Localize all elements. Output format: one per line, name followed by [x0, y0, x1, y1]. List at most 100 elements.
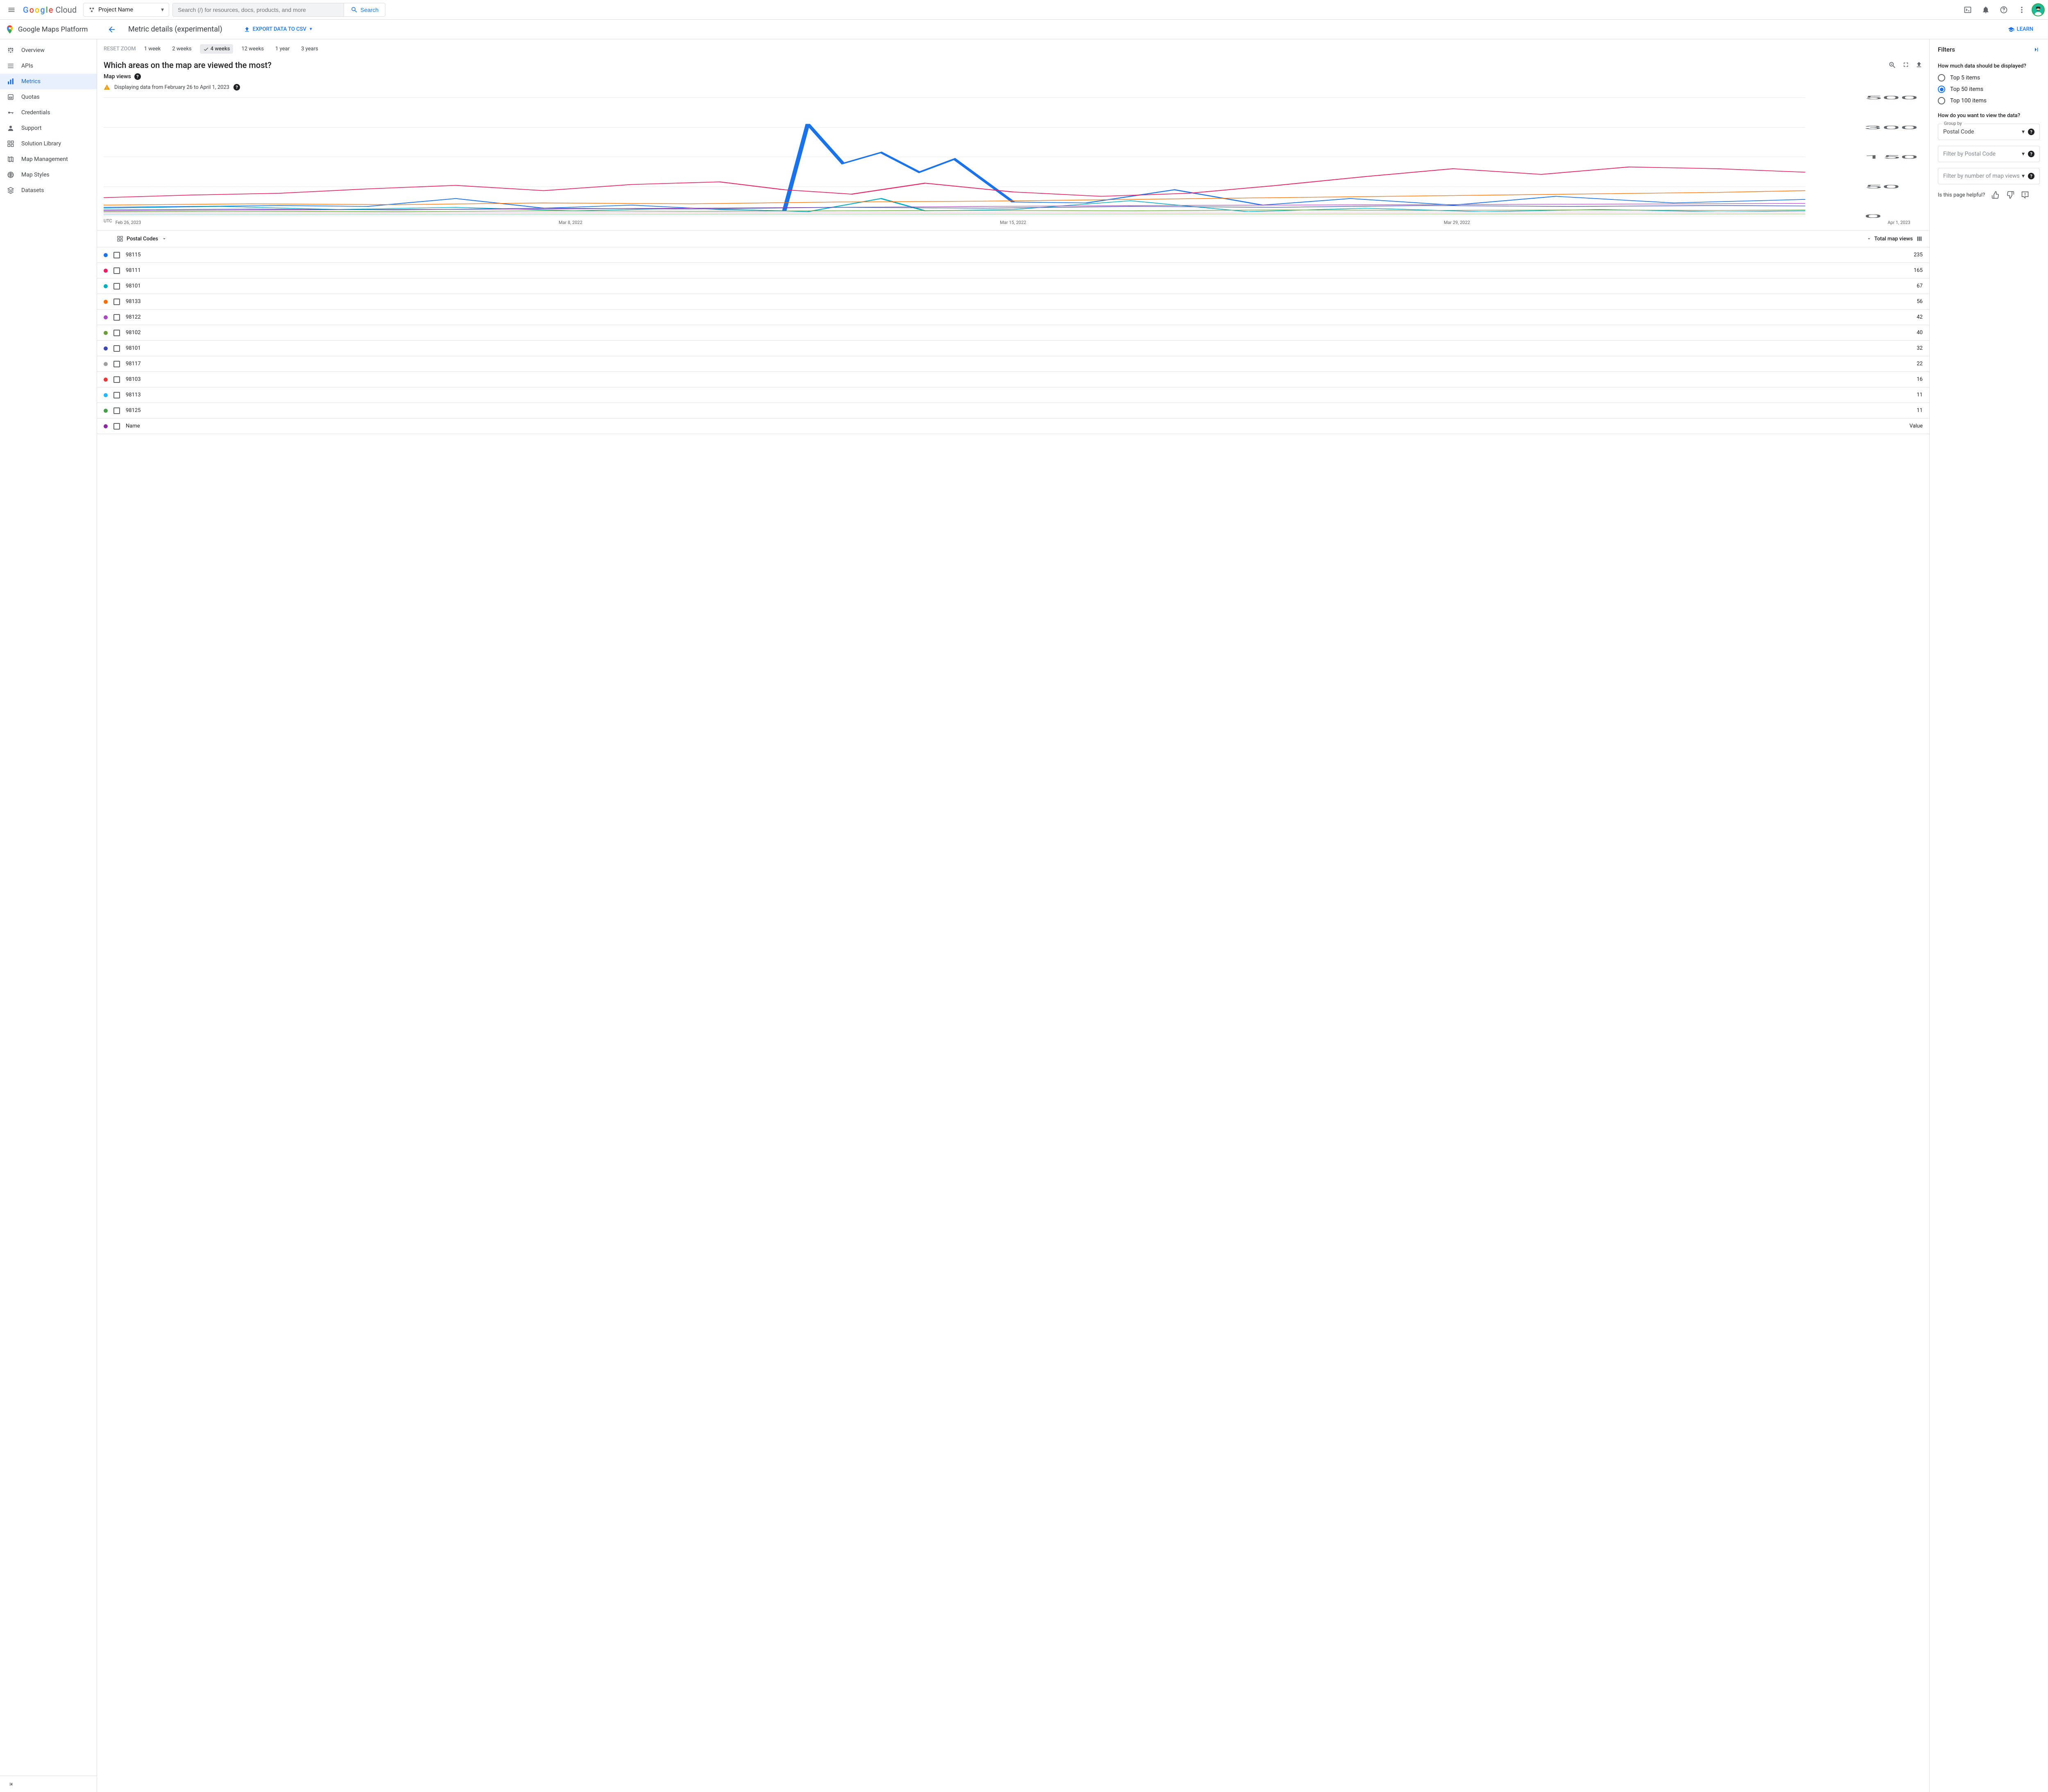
sidebar-item-label: Quotas	[21, 94, 40, 100]
row-checkbox[interactable]	[113, 392, 120, 398]
table-row[interactable]: 98115235	[97, 247, 1929, 263]
table-row[interactable]: 98111165	[97, 263, 1929, 278]
radio-top-5-items[interactable]: Top 5 items	[1938, 74, 2040, 81]
search-icon	[351, 6, 358, 14]
filter2-placeholder: Filter by number of map views	[1943, 173, 2022, 179]
radio-top-100-items[interactable]: Top 100 items	[1938, 97, 2040, 104]
bell-icon	[1982, 6, 1990, 14]
help-button[interactable]	[1996, 2, 2012, 18]
map-views-value: 11	[1898, 407, 1923, 414]
reset-zoom-button[interactable]: RESET ZOOM	[104, 46, 136, 52]
upload-icon[interactable]	[1915, 61, 1923, 68]
search-input[interactable]	[173, 3, 344, 16]
table-row[interactable]: NameValue	[97, 419, 1929, 434]
notifications-button[interactable]	[1978, 2, 1994, 18]
table-row[interactable]: 9812511	[97, 403, 1929, 419]
hamburger-menu[interactable]	[3, 2, 20, 18]
dropdown-icon: ▾	[2022, 173, 2025, 179]
sidebar-item-credentials[interactable]: Credentials	[0, 105, 97, 120]
table-row[interactable]: 9810167	[97, 278, 1929, 294]
sidebar-item-solution-library[interactable]: Solution Library	[0, 136, 97, 152]
graduation-icon	[2008, 26, 2014, 33]
row-checkbox[interactable]	[113, 345, 120, 352]
postal-code: 98103	[126, 376, 1892, 382]
zoom-in-icon[interactable]	[1888, 61, 1896, 69]
fullscreen-icon[interactable]	[1902, 61, 1910, 68]
nav-icon	[7, 78, 15, 85]
filter-map-views-select[interactable]: Filter by number of map views ▾ ?	[1938, 168, 2040, 184]
row-checkbox[interactable]	[113, 330, 120, 336]
sidebar-item-map-management[interactable]: Map Management	[0, 152, 97, 167]
table-row[interactable]: 9813356	[97, 294, 1929, 310]
series-color-dot	[104, 362, 108, 366]
series-color-dot	[104, 393, 108, 397]
total-views-column-header[interactable]: Total map views	[1866, 236, 1913, 242]
user-avatar[interactable]	[2032, 3, 2045, 16]
row-checkbox[interactable]	[113, 376, 120, 383]
nav-icon	[7, 187, 15, 194]
sidebar-item-support[interactable]: Support	[0, 120, 97, 136]
sidebar-item-overview[interactable]: Overview	[0, 43, 97, 58]
cloud-shell-button[interactable]	[1960, 2, 1976, 18]
project-selector[interactable]: Project Name ▾	[83, 3, 169, 17]
range-3-years[interactable]: 3 years	[298, 44, 322, 54]
more-button[interactable]	[2014, 2, 2030, 18]
radio-top-50-items[interactable]: Top 50 items	[1938, 86, 2040, 93]
view-mode-toggle[interactable]	[1916, 235, 1923, 242]
help-icon[interactable]: ?	[2028, 151, 2034, 157]
row-checkbox[interactable]	[113, 252, 120, 258]
google-cloud-logo[interactable]: Google Cloud	[23, 5, 77, 15]
table-row[interactable]: 9810316	[97, 372, 1929, 387]
row-checkbox[interactable]	[113, 314, 120, 321]
range-4-weeks[interactable]: 4 weeks	[200, 44, 233, 54]
sidebar-item-label: APIs	[21, 63, 33, 69]
sidebar-item-quotas[interactable]: Quotas	[0, 89, 97, 105]
thumbs-down-button[interactable]	[2006, 191, 2014, 199]
filter-postal-code-select[interactable]: Filter by Postal Code ▾ ?	[1938, 146, 2040, 162]
group-by-select[interactable]: Group by Postal Code ▾ ?	[1938, 124, 2040, 140]
series-color-dot	[104, 300, 108, 304]
line-chart[interactable]: 500300150500	[104, 95, 1923, 218]
row-checkbox[interactable]	[113, 407, 120, 414]
series-color-dot	[104, 284, 108, 288]
range-1-year[interactable]: 1 year	[272, 44, 293, 54]
back-button[interactable]	[104, 21, 120, 38]
help-icon[interactable]: ?	[134, 73, 141, 80]
table-row[interactable]: 9811722	[97, 356, 1929, 372]
learn-button[interactable]: LEARN	[2008, 26, 2033, 33]
x-axis-label: Apr 1, 2023	[1887, 220, 1910, 225]
help-icon[interactable]: ?	[2028, 129, 2034, 135]
feedback-button[interactable]	[2021, 191, 2029, 199]
table-row[interactable]: 9810240	[97, 325, 1929, 341]
radio-input[interactable]	[1938, 86, 1945, 93]
range-1-week[interactable]: 1 week	[141, 44, 164, 54]
search-button[interactable]: Search	[344, 3, 385, 16]
postal-code: 98102	[126, 330, 1892, 336]
helpful-text: Is this page helpful?	[1938, 192, 1985, 198]
range-12-weeks[interactable]: 12 weeks	[238, 44, 267, 54]
help-icon[interactable]: ?	[2028, 173, 2034, 179]
table-row[interactable]: 9812242	[97, 310, 1929, 325]
sidebar-item-datasets[interactable]: Datasets	[0, 183, 97, 198]
sidebar-item-metrics[interactable]: Metrics	[0, 74, 97, 89]
cloud-text: Cloud	[56, 5, 77, 15]
table-row[interactable]: 9810132	[97, 341, 1929, 356]
postal-codes-column-header[interactable]: Postal Codes	[117, 235, 167, 242]
collapse-sidebar-button[interactable]	[0, 1776, 97, 1792]
export-csv-button[interactable]: EXPORT DATA TO CSV ▼	[244, 26, 313, 33]
time-range-selector: RESET ZOOM 1 week 2 weeks 4 weeks 12 weeks 1…	[97, 43, 1929, 59]
row-checkbox[interactable]	[113, 299, 120, 305]
sidebar-item-map-styles[interactable]: Map Styles	[0, 167, 97, 183]
table-row[interactable]: 9811311	[97, 387, 1929, 403]
radio-input[interactable]	[1938, 97, 1945, 104]
range-2-weeks[interactable]: 2 weeks	[169, 44, 195, 54]
sidebar-item-apis[interactable]: APIs	[0, 58, 97, 74]
help-icon[interactable]: ?	[233, 84, 240, 91]
thumbs-up-button[interactable]	[1991, 191, 2000, 199]
row-checkbox[interactable]	[113, 283, 120, 290]
collapse-filters-button[interactable]	[2032, 46, 2040, 53]
row-checkbox[interactable]	[113, 361, 120, 367]
row-checkbox[interactable]	[113, 267, 120, 274]
radio-input[interactable]	[1938, 74, 1945, 81]
row-checkbox[interactable]	[113, 423, 120, 430]
